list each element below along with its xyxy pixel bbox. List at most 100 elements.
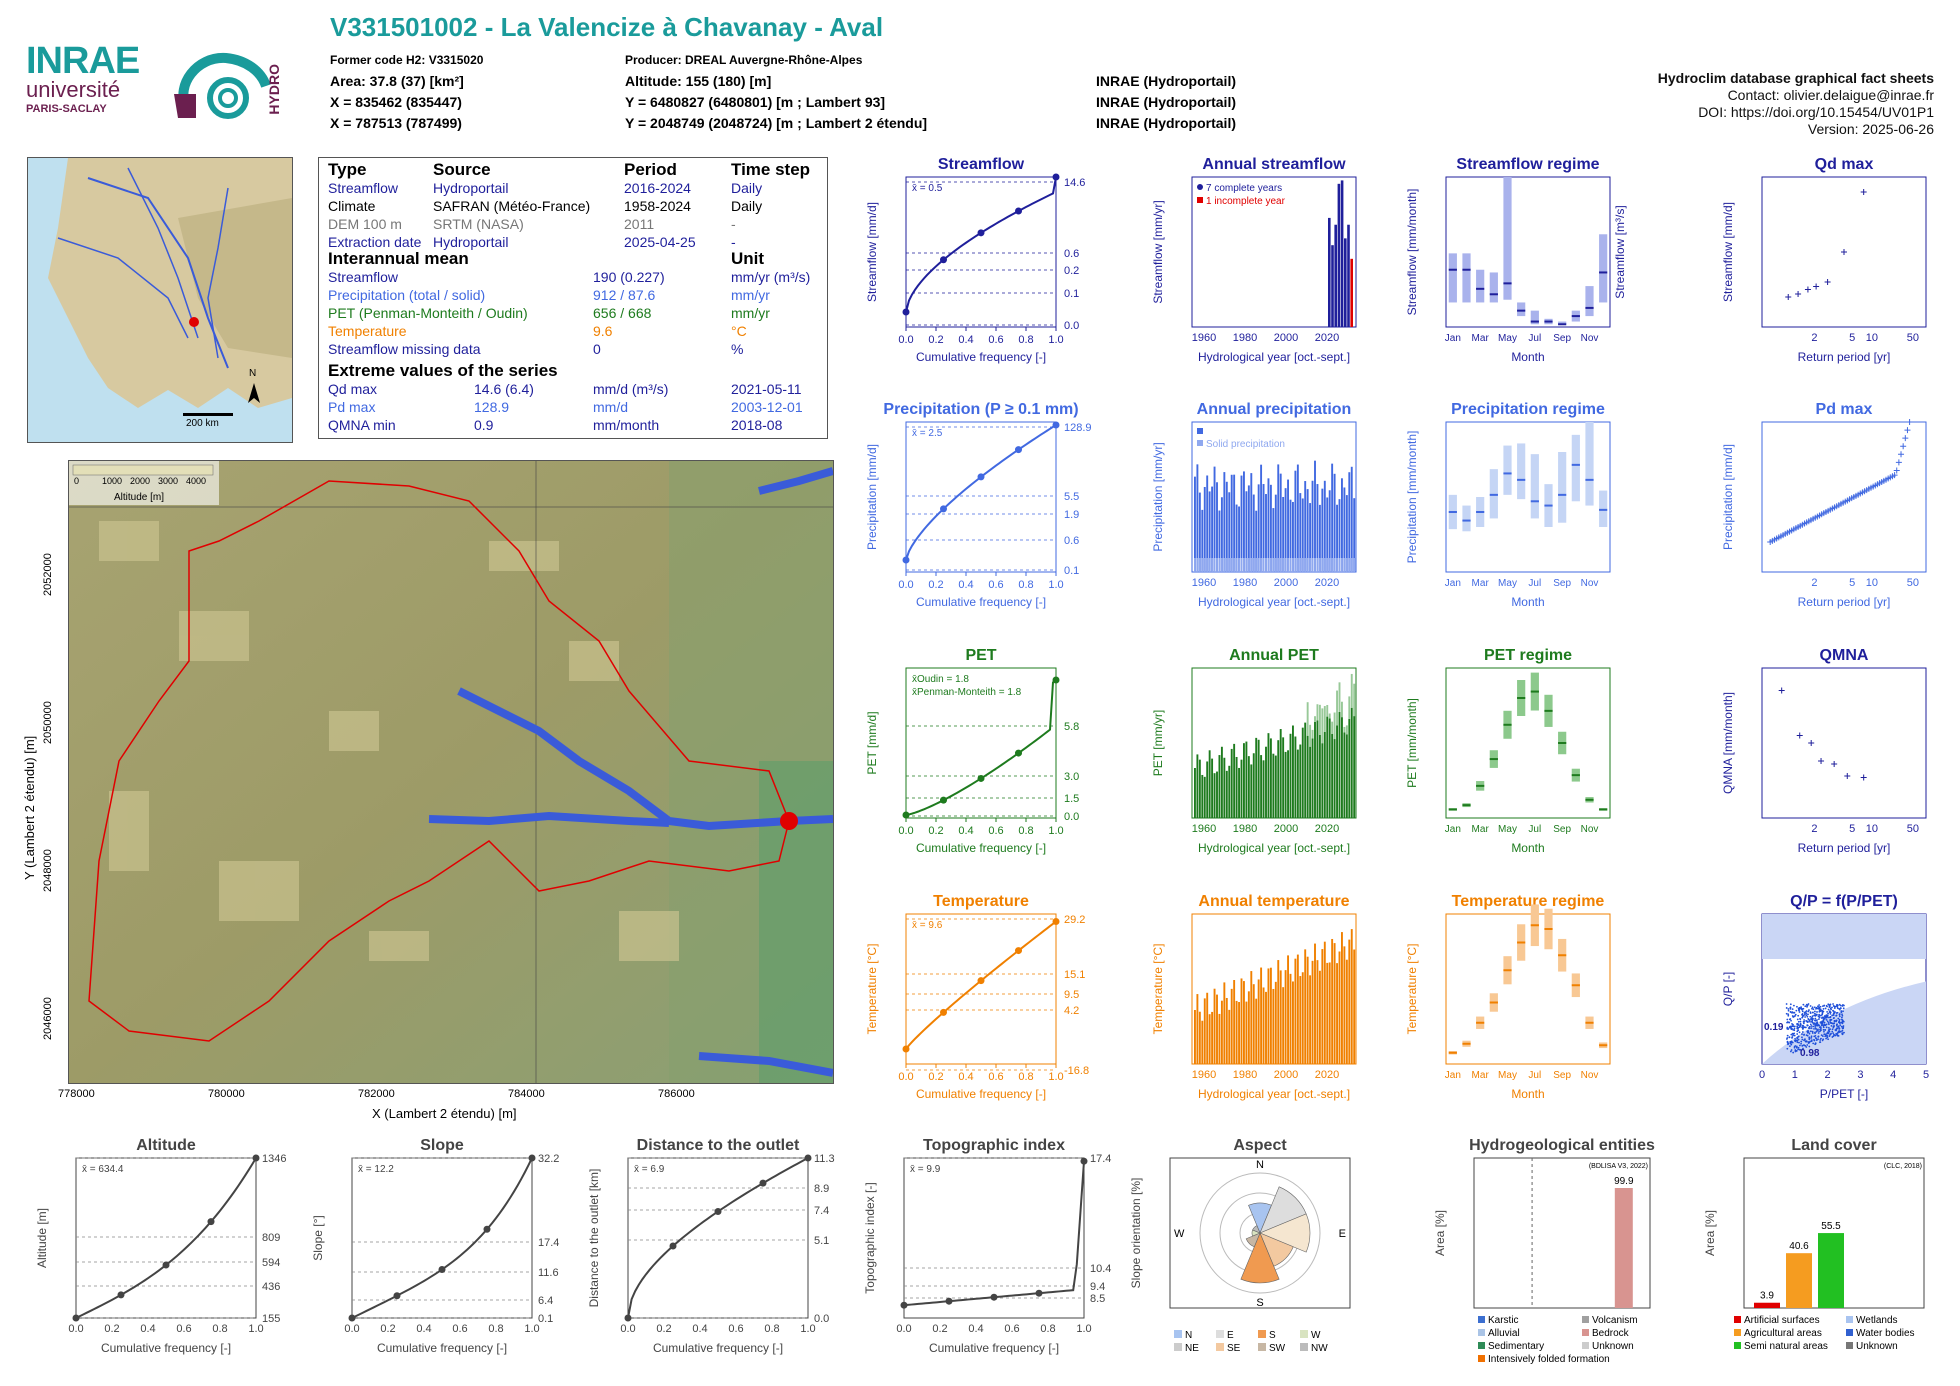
plot-frame bbox=[1445, 176, 1611, 328]
cdf-curve bbox=[905, 679, 1057, 816]
plot-frame bbox=[905, 421, 1057, 573]
chart-qmna: QMNA Return period [yr] QMNA [mm/month] 2 5 1… bbox=[1721, 647, 1927, 855]
data-point bbox=[1831, 761, 1838, 767]
info-period: 1958-2024 bbox=[624, 198, 691, 214]
station-info-sources: INRAE (Hydroportail) INRAE (Hydroportail… bbox=[1096, 73, 1236, 131]
mean-name: Streamflow bbox=[328, 269, 399, 285]
bar-solid bbox=[1262, 558, 1265, 572]
bar bbox=[1353, 498, 1356, 572]
bar-solid bbox=[1343, 558, 1346, 572]
regime-box bbox=[1571, 434, 1580, 502]
hydrogeo-legend: Alluvial bbox=[1488, 1328, 1520, 1339]
x-axis-label: Return period [yr] bbox=[1798, 841, 1891, 855]
hydro-logo-graphic bbox=[174, 52, 271, 119]
bar bbox=[1333, 943, 1336, 1064]
bar-solid bbox=[1292, 558, 1294, 572]
bar bbox=[1338, 711, 1341, 818]
bar-solid bbox=[1230, 558, 1233, 572]
france-minimap: 200 km N bbox=[27, 157, 293, 443]
aspect-legend: N bbox=[1185, 1330, 1192, 1341]
bar bbox=[1350, 707, 1353, 818]
bar-solid bbox=[1333, 558, 1336, 572]
y-axis-label: Precipitation [mm/yr] bbox=[1151, 442, 1165, 551]
bar bbox=[1216, 994, 1218, 1064]
x-tick: 0.2 bbox=[380, 1323, 395, 1335]
right-tick: 0.6 bbox=[1064, 248, 1079, 260]
x-axis-label: Return period [yr] bbox=[1798, 595, 1891, 609]
bar bbox=[1233, 474, 1236, 572]
x-tick: 1.0 bbox=[800, 1323, 815, 1335]
plot-frame bbox=[1761, 667, 1927, 819]
bar-solid bbox=[1196, 558, 1199, 572]
bar bbox=[1311, 960, 1314, 1064]
chart-annual_pet: Annual PET Hydrological year [oct.-sept.]… bbox=[1151, 647, 1357, 855]
x-tick: 0.0 bbox=[898, 579, 913, 591]
data-point bbox=[1824, 279, 1831, 285]
bar bbox=[1296, 749, 1299, 818]
extreme-unit: mm/d (m³/s) bbox=[593, 381, 669, 397]
data-point bbox=[1906, 419, 1913, 425]
bar-solid bbox=[1306, 558, 1309, 572]
minimap-graphic bbox=[48, 158, 292, 416]
x-tick: Sep bbox=[1553, 1070, 1571, 1081]
chart-title: Hydrogeological entities bbox=[1469, 1137, 1655, 1154]
quantile-point bbox=[977, 473, 985, 481]
x-tick: 1.0 bbox=[1048, 334, 1063, 346]
bar-solid bbox=[1257, 558, 1260, 572]
bar bbox=[1328, 217, 1331, 327]
landcover-legend: Water bodies bbox=[1856, 1328, 1915, 1339]
bar bbox=[1347, 224, 1350, 327]
bar bbox=[1301, 498, 1304, 572]
mean-name: Temperature bbox=[328, 323, 407, 339]
chart-title: Topographic index bbox=[923, 1137, 1065, 1154]
bar-solid bbox=[1269, 558, 1272, 572]
bar bbox=[1206, 992, 1209, 1064]
x-tick: Sep bbox=[1553, 824, 1571, 835]
bar bbox=[1292, 981, 1294, 1064]
bar bbox=[1292, 725, 1294, 818]
extreme-name: Pd max bbox=[328, 399, 376, 415]
bar bbox=[1345, 495, 1348, 572]
x-tick: 2000 bbox=[1274, 577, 1298, 589]
quantile-point bbox=[714, 1207, 722, 1215]
mean-name: Precipitation (total / solid) bbox=[328, 287, 486, 303]
right-tick: 0.0 bbox=[1064, 320, 1079, 332]
cdf-curve bbox=[75, 1157, 257, 1319]
y-axis-label: Topographic index [-] bbox=[863, 1182, 877, 1293]
bar bbox=[1198, 759, 1201, 818]
data-point bbox=[1844, 773, 1851, 779]
bar bbox=[1265, 746, 1267, 818]
x-tick: 0.0 bbox=[620, 1323, 635, 1335]
bar-solid bbox=[1309, 558, 1312, 572]
bar bbox=[1309, 746, 1312, 818]
bar bbox=[1309, 503, 1312, 572]
x-tick: 2 bbox=[1825, 1069, 1831, 1081]
quantile-point bbox=[117, 1291, 125, 1299]
bar bbox=[1265, 494, 1267, 572]
extreme-unit: mm/d bbox=[593, 399, 628, 415]
bar bbox=[1230, 748, 1233, 818]
x-tick: 0.2 bbox=[928, 825, 943, 837]
outlet-marker bbox=[780, 812, 798, 830]
bar bbox=[1194, 768, 1196, 818]
quantile-point bbox=[528, 1154, 536, 1162]
x-tick: 0.4 bbox=[968, 1323, 983, 1335]
compass-n: N bbox=[1256, 1159, 1264, 1171]
bar bbox=[1299, 976, 1302, 1064]
bar bbox=[1274, 755, 1277, 818]
quantile-point bbox=[1015, 947, 1022, 955]
bar-solid bbox=[1279, 558, 1282, 572]
x-tick: Jul bbox=[1528, 578, 1541, 589]
bar bbox=[1265, 991, 1267, 1064]
bar bbox=[1240, 759, 1243, 818]
x-tick: 0.4 bbox=[416, 1323, 431, 1335]
aspect-legend: SE bbox=[1227, 1343, 1241, 1354]
bar bbox=[1245, 491, 1248, 572]
x-tick: 1.0 bbox=[248, 1323, 263, 1335]
landcover-legend: Unknown bbox=[1856, 1341, 1898, 1352]
landcover-legend: Semi natural areas bbox=[1744, 1341, 1828, 1352]
x-tick: 0.6 bbox=[452, 1323, 467, 1335]
bar-solid bbox=[1255, 558, 1258, 572]
mean-label: x̄ = 6.9 bbox=[634, 1164, 665, 1175]
bar bbox=[1341, 478, 1343, 572]
